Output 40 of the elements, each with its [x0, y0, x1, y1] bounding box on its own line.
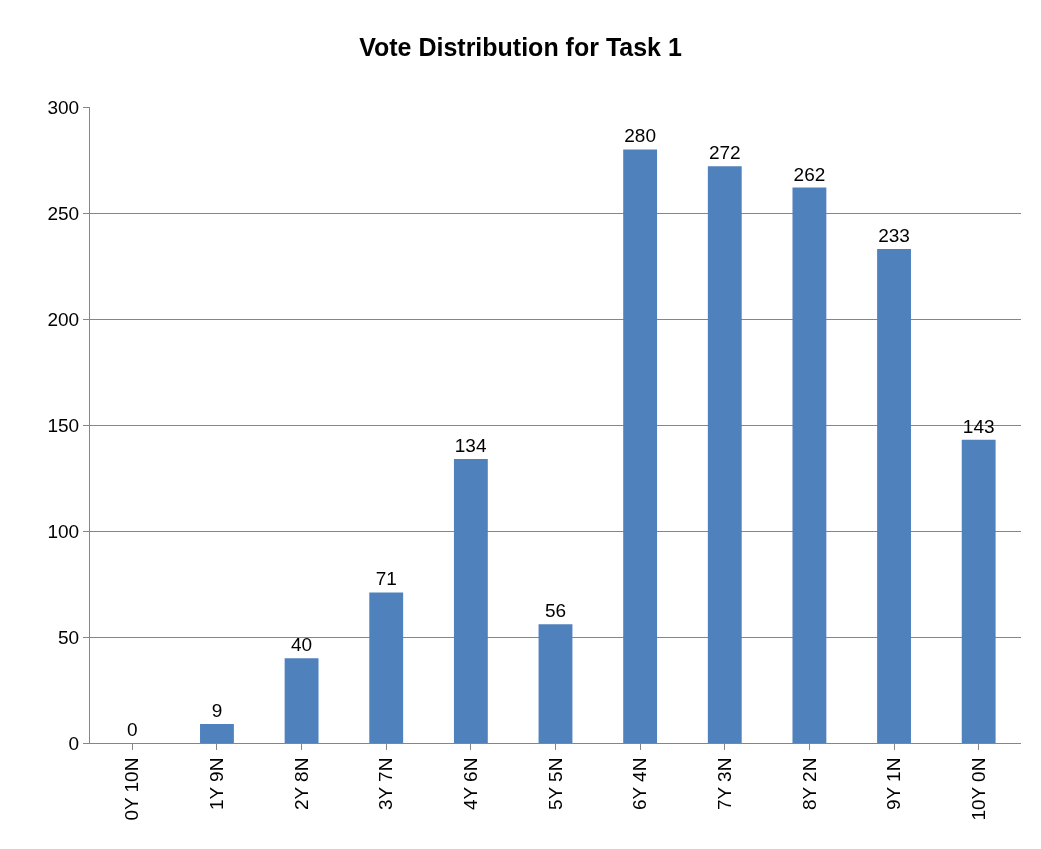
chart-title: Vote Distribution for Task 1	[359, 32, 682, 61]
data-label: 272	[708, 142, 741, 164]
bar	[284, 658, 319, 743]
bar	[877, 249, 911, 743]
data-label: 56	[544, 600, 567, 622]
x-tick-label: 7Y 3N	[713, 757, 735, 811]
data-label: 134	[454, 434, 487, 456]
x-tick-label: 2Y 8N	[290, 757, 312, 811]
data-label: 0	[127, 719, 138, 740]
x-tick-label: 3Y 7N	[375, 757, 397, 811]
x-tick-label: 9Y 1N	[883, 757, 905, 811]
x-tick-label: 0Y 10N	[121, 757, 143, 821]
x-tick-label: 6Y 4N	[629, 757, 651, 811]
x-tick-label: 4Y 6N	[460, 757, 482, 811]
x-tick-label: 1Y 9N	[206, 757, 228, 811]
x-tick-label: 10Y 0N	[967, 757, 989, 821]
y-tick-label: 200	[47, 308, 80, 330]
data-label: 40	[291, 634, 313, 656]
bar	[623, 149, 658, 743]
y-tick-label: 250	[47, 202, 80, 224]
y-tick-label: 150	[47, 414, 80, 436]
x-tick-label: 5Y 5N	[544, 757, 566, 811]
x-tick-label: 8Y 2N	[798, 757, 820, 811]
bar	[707, 166, 742, 743]
data-label: 262	[793, 163, 826, 185]
data-label: 143	[962, 415, 995, 437]
y-tick-label: 0	[68, 732, 80, 754]
bar	[453, 458, 488, 743]
bar	[200, 723, 234, 743]
bar	[538, 624, 573, 743]
bar	[369, 592, 404, 743]
y-tick-label: 300	[47, 96, 80, 118]
y-tick-label: 50	[58, 626, 80, 648]
data-label: 9	[211, 699, 223, 721]
data-label: 71	[375, 568, 397, 590]
data-label: 280	[624, 125, 656, 147]
data-label: 233	[878, 225, 910, 247]
bar	[961, 439, 996, 743]
y-tick-label: 100	[47, 520, 80, 542]
bar	[792, 187, 827, 743]
